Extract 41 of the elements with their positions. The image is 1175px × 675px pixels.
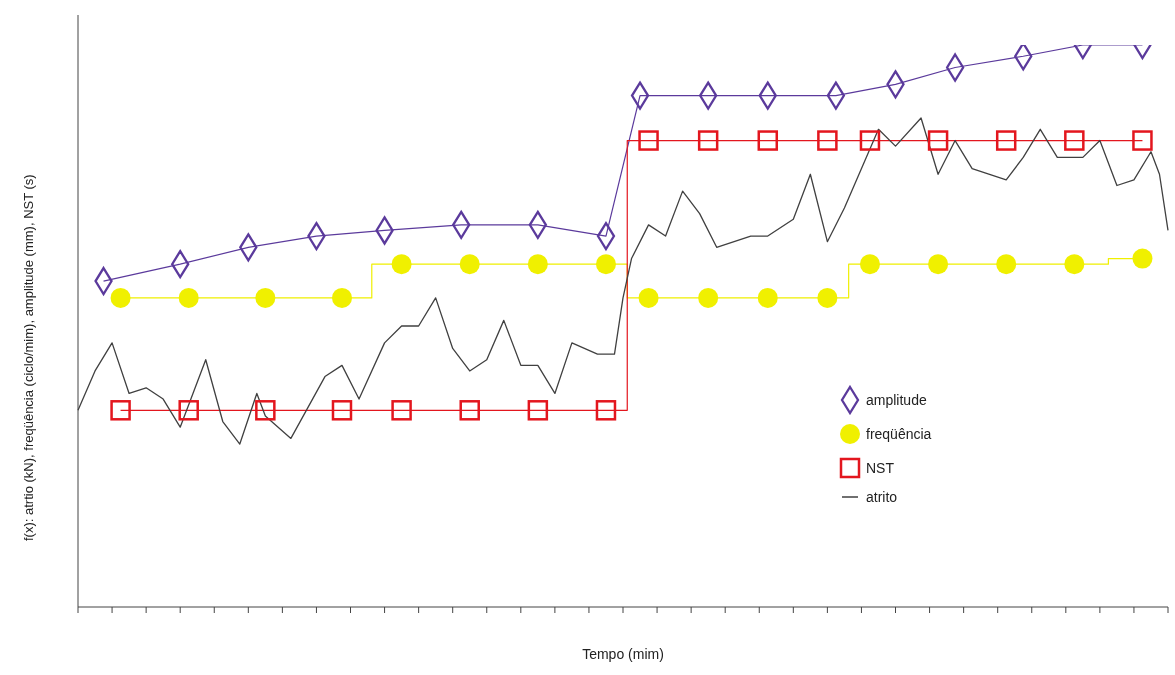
point	[595, 254, 616, 275]
point	[638, 130, 659, 151]
point	[331, 400, 353, 421]
legend-label: atrito	[866, 489, 898, 505]
point	[927, 130, 949, 151]
point	[255, 287, 276, 308]
point	[1064, 130, 1085, 151]
point	[757, 287, 778, 308]
point	[527, 254, 548, 275]
point	[817, 130, 838, 151]
point	[859, 130, 881, 151]
point	[459, 400, 480, 421]
legend-label: amplitude	[866, 392, 927, 408]
point	[459, 254, 480, 275]
point	[178, 400, 199, 421]
point	[697, 130, 719, 151]
point	[698, 287, 719, 308]
point	[391, 400, 412, 421]
point	[638, 287, 659, 308]
point	[859, 254, 880, 275]
point	[1132, 130, 1153, 151]
x-axis-title: Tempo (mim)	[582, 646, 664, 662]
point	[996, 254, 1017, 275]
point	[527, 400, 549, 421]
y-axis-title: f(x): atrtio (kN), freqüência (ciclo/mim), amplitude (mm), NST (s)	[20, 174, 36, 541]
point	[331, 287, 352, 308]
legend-label: freqüência	[866, 426, 932, 442]
point	[255, 400, 276, 421]
point	[1132, 248, 1153, 269]
point	[995, 130, 1017, 151]
point	[1064, 254, 1085, 275]
legend-label: NST	[866, 460, 894, 476]
point	[595, 400, 617, 421]
point	[110, 400, 131, 421]
point	[1014, 45, 1033, 71]
point	[817, 287, 838, 308]
point	[757, 130, 779, 151]
point	[391, 254, 412, 275]
point	[178, 287, 199, 308]
point	[110, 287, 131, 308]
point	[928, 254, 949, 275]
